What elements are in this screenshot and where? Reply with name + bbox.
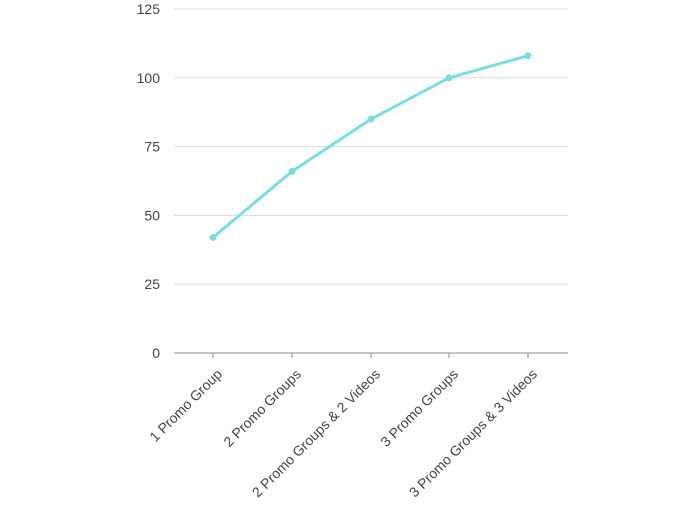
x-axis bbox=[174, 352, 568, 358]
x-tick-label: 3 Promo Groups & 3 Videos bbox=[406, 366, 540, 500]
data-point bbox=[445, 74, 453, 82]
y-tick-label: 75 bbox=[144, 139, 160, 155]
data-point bbox=[367, 115, 375, 123]
data-point bbox=[524, 52, 532, 60]
y-axis-tick-labels: 0 25 50 75 100 125 bbox=[137, 1, 161, 361]
x-tick-label: 2 Promo Groups bbox=[220, 366, 304, 450]
data-point bbox=[288, 167, 296, 175]
y-tick-label: 125 bbox=[137, 1, 161, 17]
series-layer bbox=[209, 52, 532, 241]
y-tick-label: 50 bbox=[144, 207, 160, 223]
x-tick-label: 1 Promo Group bbox=[146, 366, 225, 445]
x-tick-label: 2 Promo Groups & 2 Videos bbox=[249, 366, 383, 500]
y-tick-label: 0 bbox=[152, 345, 160, 361]
y-tick-label: 100 bbox=[137, 70, 161, 86]
x-tick-label: 3 Promo Groups bbox=[377, 366, 461, 450]
y-tick-label: 25 bbox=[144, 276, 160, 292]
data-point bbox=[209, 233, 217, 241]
gridlines bbox=[174, 8, 568, 285]
